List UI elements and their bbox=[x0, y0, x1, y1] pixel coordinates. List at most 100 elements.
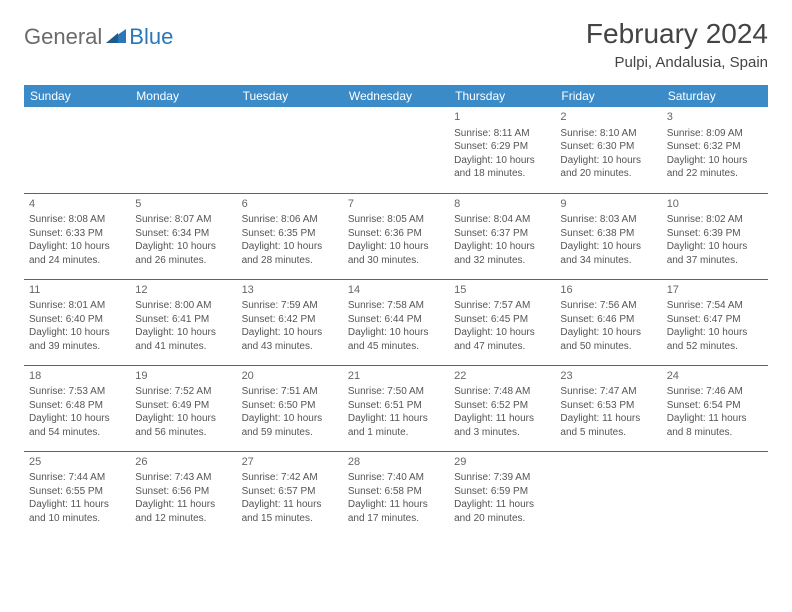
day-number: 21 bbox=[348, 369, 444, 384]
calendar-cell: 7Sunrise: 8:05 AMSunset: 6:36 PMDaylight… bbox=[343, 193, 449, 279]
daylight-line: and 12 minutes. bbox=[135, 512, 231, 526]
month-title: February 2024 bbox=[586, 18, 768, 50]
logo: General Blue bbox=[24, 24, 173, 50]
sunrise-line: Sunrise: 7:50 AM bbox=[348, 385, 444, 399]
day-number: 11 bbox=[29, 283, 125, 298]
logo-text-general: General bbox=[24, 24, 102, 50]
day-number: 14 bbox=[348, 283, 444, 298]
day-header: Tuesday bbox=[237, 85, 343, 107]
daylight-line: Daylight: 10 hours bbox=[29, 412, 125, 426]
calendar-table: Sunday Monday Tuesday Wednesday Thursday… bbox=[24, 85, 768, 537]
sunset-line: Sunset: 6:32 PM bbox=[667, 140, 763, 154]
sunrise-line: Sunrise: 7:42 AM bbox=[242, 471, 338, 485]
day-number: 1 bbox=[454, 110, 550, 125]
daylight-line: Daylight: 10 hours bbox=[348, 326, 444, 340]
daylight-line: Daylight: 11 hours bbox=[667, 412, 763, 426]
day-number: 7 bbox=[348, 197, 444, 212]
calendar-cell: 19Sunrise: 7:52 AMSunset: 6:49 PMDayligh… bbox=[130, 365, 236, 451]
sunrise-line: Sunrise: 7:39 AM bbox=[454, 471, 550, 485]
daylight-line: and 26 minutes. bbox=[135, 254, 231, 268]
calendar-week-row: 18Sunrise: 7:53 AMSunset: 6:48 PMDayligh… bbox=[24, 365, 768, 451]
daylight-line: and 3 minutes. bbox=[454, 426, 550, 440]
sunset-line: Sunset: 6:42 PM bbox=[242, 313, 338, 327]
sunrise-line: Sunrise: 8:07 AM bbox=[135, 213, 231, 227]
day-number: 25 bbox=[29, 455, 125, 470]
sunrise-line: Sunrise: 7:46 AM bbox=[667, 385, 763, 399]
daylight-line: and 20 minutes. bbox=[560, 167, 656, 181]
day-number: 10 bbox=[667, 197, 763, 212]
calendar-cell: 21Sunrise: 7:50 AMSunset: 6:51 PMDayligh… bbox=[343, 365, 449, 451]
calendar-cell: 17Sunrise: 7:54 AMSunset: 6:47 PMDayligh… bbox=[662, 279, 768, 365]
day-number: 19 bbox=[135, 369, 231, 384]
calendar-cell: 16Sunrise: 7:56 AMSunset: 6:46 PMDayligh… bbox=[555, 279, 661, 365]
calendar-cell: 13Sunrise: 7:59 AMSunset: 6:42 PMDayligh… bbox=[237, 279, 343, 365]
day-header: Sunday bbox=[24, 85, 130, 107]
calendar-cell: 23Sunrise: 7:47 AMSunset: 6:53 PMDayligh… bbox=[555, 365, 661, 451]
daylight-line: and 28 minutes. bbox=[242, 254, 338, 268]
sunrise-line: Sunrise: 7:52 AM bbox=[135, 385, 231, 399]
calendar-cell: 27Sunrise: 7:42 AMSunset: 6:57 PMDayligh… bbox=[237, 451, 343, 537]
daylight-line: and 15 minutes. bbox=[242, 512, 338, 526]
sunrise-line: Sunrise: 8:06 AM bbox=[242, 213, 338, 227]
calendar-cell: 12Sunrise: 8:00 AMSunset: 6:41 PMDayligh… bbox=[130, 279, 236, 365]
daylight-line: Daylight: 10 hours bbox=[135, 326, 231, 340]
sunset-line: Sunset: 6:36 PM bbox=[348, 227, 444, 241]
sunrise-line: Sunrise: 7:54 AM bbox=[667, 299, 763, 313]
sunrise-line: Sunrise: 7:58 AM bbox=[348, 299, 444, 313]
daylight-line: and 41 minutes. bbox=[135, 340, 231, 354]
logo-text-blue: Blue bbox=[129, 24, 173, 50]
logo-triangle-icon bbox=[106, 27, 126, 48]
calendar-cell: 3Sunrise: 8:09 AMSunset: 6:32 PMDaylight… bbox=[662, 107, 768, 193]
calendar-body: 1Sunrise: 8:11 AMSunset: 6:29 PMDaylight… bbox=[24, 107, 768, 537]
daylight-line: Daylight: 11 hours bbox=[348, 498, 444, 512]
day-number: 24 bbox=[667, 369, 763, 384]
sunset-line: Sunset: 6:49 PM bbox=[135, 399, 231, 413]
sunrise-line: Sunrise: 8:11 AM bbox=[454, 127, 550, 141]
day-number: 3 bbox=[667, 110, 763, 125]
calendar-week-row: 25Sunrise: 7:44 AMSunset: 6:55 PMDayligh… bbox=[24, 451, 768, 537]
header: General Blue February 2024 Pulpi, Andalu… bbox=[24, 18, 768, 71]
day-number: 15 bbox=[454, 283, 550, 298]
daylight-line: Daylight: 10 hours bbox=[29, 326, 125, 340]
sunrise-line: Sunrise: 8:04 AM bbox=[454, 213, 550, 227]
day-number: 22 bbox=[454, 369, 550, 384]
daylight-line: Daylight: 11 hours bbox=[454, 412, 550, 426]
sunset-line: Sunset: 6:55 PM bbox=[29, 485, 125, 499]
day-number: 4 bbox=[29, 197, 125, 212]
sunset-line: Sunset: 6:44 PM bbox=[348, 313, 444, 327]
daylight-line: Daylight: 10 hours bbox=[242, 326, 338, 340]
calendar-cell bbox=[24, 107, 130, 193]
sunrise-line: Sunrise: 8:02 AM bbox=[667, 213, 763, 227]
calendar-cell: 22Sunrise: 7:48 AMSunset: 6:52 PMDayligh… bbox=[449, 365, 555, 451]
sunrise-line: Sunrise: 7:53 AM bbox=[29, 385, 125, 399]
sunset-line: Sunset: 6:52 PM bbox=[454, 399, 550, 413]
daylight-line: Daylight: 10 hours bbox=[454, 154, 550, 168]
daylight-line: Daylight: 11 hours bbox=[29, 498, 125, 512]
daylight-line: and 5 minutes. bbox=[560, 426, 656, 440]
sunset-line: Sunset: 6:39 PM bbox=[667, 227, 763, 241]
daylight-line: and 43 minutes. bbox=[242, 340, 338, 354]
daylight-line: Daylight: 11 hours bbox=[560, 412, 656, 426]
day-number: 2 bbox=[560, 110, 656, 125]
daylight-line: Daylight: 10 hours bbox=[560, 154, 656, 168]
calendar-cell: 8Sunrise: 8:04 AMSunset: 6:37 PMDaylight… bbox=[449, 193, 555, 279]
day-number: 29 bbox=[454, 455, 550, 470]
day-number: 28 bbox=[348, 455, 444, 470]
sunset-line: Sunset: 6:59 PM bbox=[454, 485, 550, 499]
sunset-line: Sunset: 6:51 PM bbox=[348, 399, 444, 413]
sunset-line: Sunset: 6:46 PM bbox=[560, 313, 656, 327]
sunset-line: Sunset: 6:58 PM bbox=[348, 485, 444, 499]
calendar-week-row: 1Sunrise: 8:11 AMSunset: 6:29 PMDaylight… bbox=[24, 107, 768, 193]
day-header: Saturday bbox=[662, 85, 768, 107]
title-block: February 2024 Pulpi, Andalusia, Spain bbox=[586, 18, 768, 71]
daylight-line: Daylight: 10 hours bbox=[667, 240, 763, 254]
day-number: 5 bbox=[135, 197, 231, 212]
day-number: 20 bbox=[242, 369, 338, 384]
sunrise-line: Sunrise: 7:48 AM bbox=[454, 385, 550, 399]
day-number: 12 bbox=[135, 283, 231, 298]
day-header: Wednesday bbox=[343, 85, 449, 107]
sunrise-line: Sunrise: 7:47 AM bbox=[560, 385, 656, 399]
calendar-cell: 1Sunrise: 8:11 AMSunset: 6:29 PMDaylight… bbox=[449, 107, 555, 193]
day-header: Thursday bbox=[449, 85, 555, 107]
day-number: 18 bbox=[29, 369, 125, 384]
